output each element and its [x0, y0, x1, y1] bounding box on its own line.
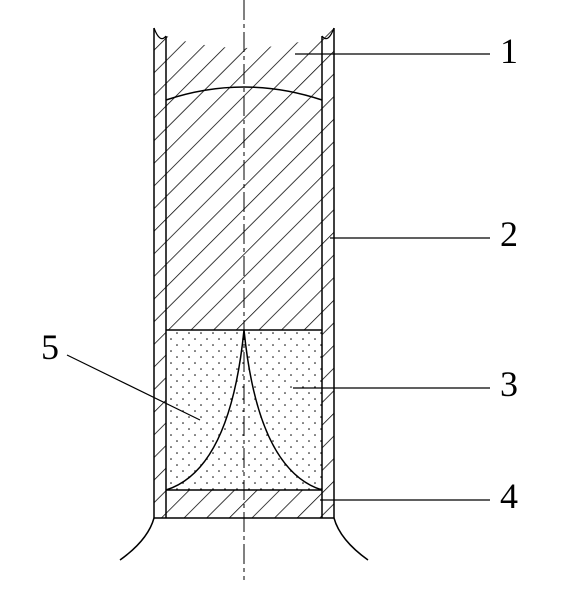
- callout-label-3: 3: [500, 363, 518, 405]
- callout-label-4: 4: [500, 475, 518, 517]
- dotted-region: [166, 330, 322, 490]
- wall-hatch-right: [322, 28, 334, 518]
- flare-left: [120, 518, 154, 560]
- hatch-region-lower: [166, 490, 322, 518]
- flare-right: [334, 518, 368, 560]
- hatch-region-upper: [166, 36, 322, 330]
- wall-hatch-left: [154, 28, 166, 518]
- callout-label-2: 2: [500, 213, 518, 255]
- diagram-root: 1 2 3 4 5: [0, 0, 568, 603]
- callout-label-5: 5: [41, 326, 59, 368]
- callout-label-1: 1: [500, 30, 518, 72]
- diagram-svg: [0, 0, 568, 603]
